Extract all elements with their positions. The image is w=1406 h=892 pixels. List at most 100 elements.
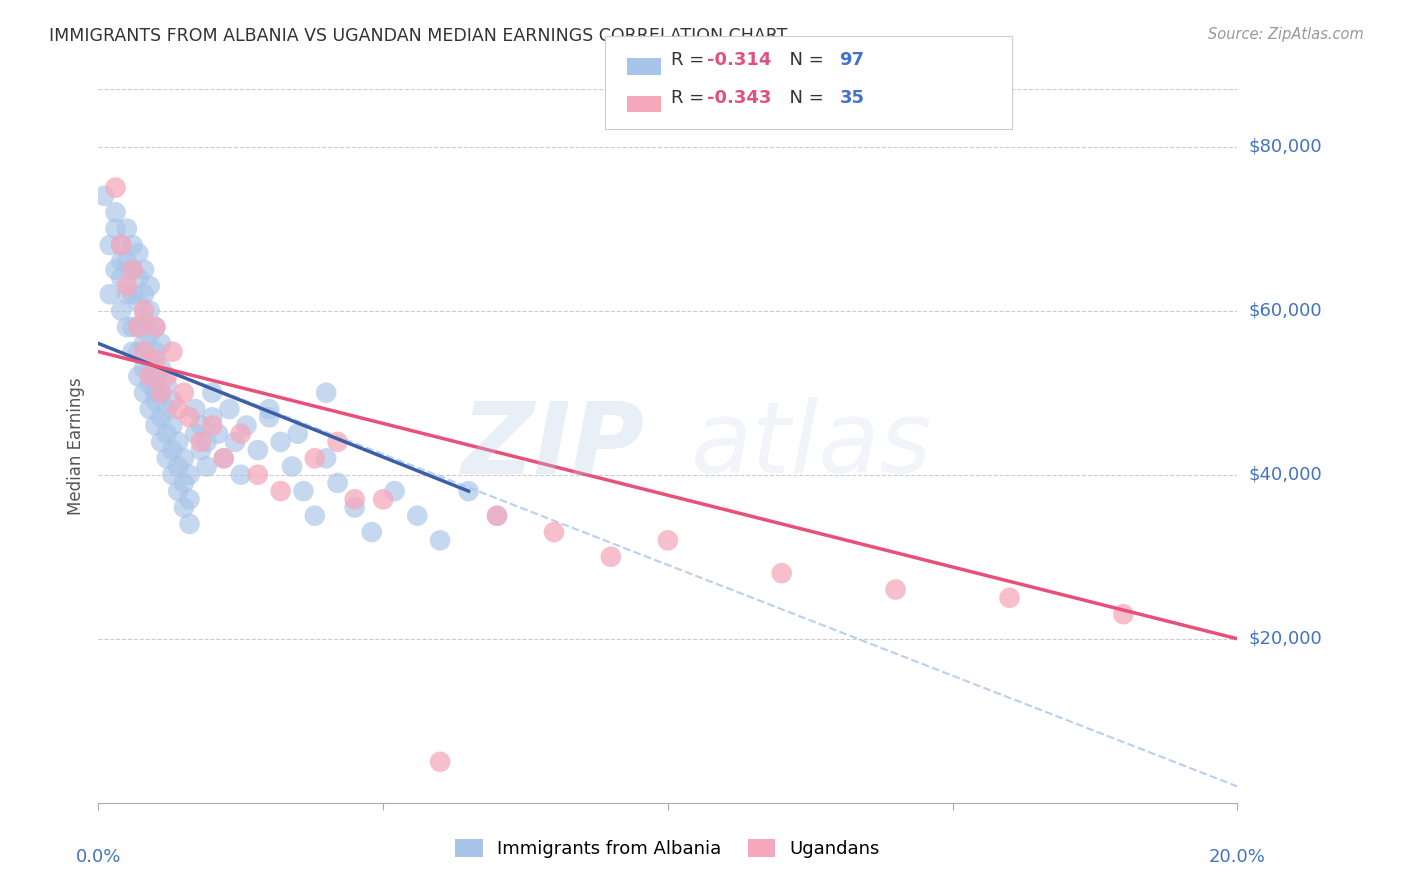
- Point: [173, 385, 195, 400]
- Point: [145, 352, 167, 367]
- Point: [150, 336, 173, 351]
- Point: [138, 402, 160, 417]
- Point: [229, 426, 252, 441]
- Point: [138, 328, 160, 343]
- Point: [121, 320, 143, 334]
- Point: [486, 508, 509, 523]
- Point: [110, 238, 132, 252]
- Point: [115, 279, 138, 293]
- Point: [246, 467, 269, 482]
- Point: [115, 254, 138, 268]
- Point: [384, 484, 406, 499]
- Point: [167, 459, 190, 474]
- Point: [343, 500, 366, 515]
- Point: [121, 238, 143, 252]
- Point: [145, 385, 167, 400]
- Point: [132, 361, 155, 376]
- Point: [156, 451, 179, 466]
- Point: [770, 566, 793, 581]
- Point: [162, 344, 184, 359]
- Point: [104, 221, 127, 235]
- Point: [884, 582, 907, 597]
- Point: [246, 443, 269, 458]
- Point: [132, 311, 155, 326]
- Point: [406, 508, 429, 523]
- Point: [162, 467, 184, 482]
- Point: [457, 484, 479, 499]
- Point: [179, 467, 201, 482]
- Point: [218, 402, 240, 417]
- Text: -0.343: -0.343: [707, 89, 772, 107]
- Point: [360, 525, 382, 540]
- Point: [121, 287, 143, 301]
- Point: [150, 385, 173, 400]
- Point: [132, 287, 155, 301]
- Point: [121, 262, 143, 277]
- Text: -0.314: -0.314: [707, 51, 772, 69]
- Text: IMMIGRANTS FROM ALBANIA VS UGANDAN MEDIAN EARNINGS CORRELATION CHART: IMMIGRANTS FROM ALBANIA VS UGANDAN MEDIA…: [49, 27, 787, 45]
- Text: ZIP: ZIP: [463, 398, 645, 494]
- Point: [184, 426, 207, 441]
- Point: [150, 361, 173, 376]
- Point: [145, 344, 167, 359]
- Point: [145, 320, 167, 334]
- Point: [195, 459, 218, 474]
- Point: [315, 451, 337, 466]
- Point: [190, 443, 212, 458]
- Text: 20.0%: 20.0%: [1209, 848, 1265, 866]
- Point: [373, 492, 395, 507]
- Point: [179, 492, 201, 507]
- Point: [304, 508, 326, 523]
- Point: [326, 475, 349, 490]
- Point: [104, 205, 127, 219]
- Point: [162, 418, 184, 433]
- Point: [121, 262, 143, 277]
- Point: [184, 402, 207, 417]
- Point: [190, 434, 212, 449]
- Point: [429, 755, 451, 769]
- Point: [98, 238, 121, 252]
- Text: 0.0%: 0.0%: [76, 848, 121, 866]
- Point: [343, 492, 366, 507]
- Point: [110, 303, 132, 318]
- Point: [173, 475, 195, 490]
- Point: [998, 591, 1021, 605]
- Text: N =: N =: [778, 89, 830, 107]
- Point: [195, 434, 218, 449]
- Point: [115, 320, 138, 334]
- Point: [145, 393, 167, 408]
- Point: [138, 377, 160, 392]
- Text: $20,000: $20,000: [1249, 630, 1323, 648]
- Point: [127, 246, 149, 260]
- Text: atlas: atlas: [690, 398, 932, 494]
- Point: [315, 385, 337, 400]
- Point: [600, 549, 623, 564]
- Point: [138, 352, 160, 367]
- Point: [235, 418, 257, 433]
- Point: [138, 279, 160, 293]
- Point: [150, 385, 173, 400]
- Point: [657, 533, 679, 548]
- Point: [201, 410, 224, 425]
- Point: [110, 238, 132, 252]
- Point: [212, 451, 235, 466]
- Point: [138, 303, 160, 318]
- Point: [207, 426, 229, 441]
- Point: [115, 221, 138, 235]
- Point: [132, 344, 155, 359]
- Point: [270, 434, 292, 449]
- Point: [132, 262, 155, 277]
- Point: [127, 369, 149, 384]
- Point: [127, 344, 149, 359]
- Point: [127, 295, 149, 310]
- Point: [167, 484, 190, 499]
- Point: [162, 443, 184, 458]
- Point: [326, 434, 349, 449]
- Text: R =: R =: [671, 51, 710, 69]
- Point: [104, 180, 127, 194]
- Point: [150, 434, 173, 449]
- Point: [156, 369, 179, 384]
- Point: [270, 484, 292, 499]
- Text: 97: 97: [839, 51, 865, 69]
- Point: [145, 369, 167, 384]
